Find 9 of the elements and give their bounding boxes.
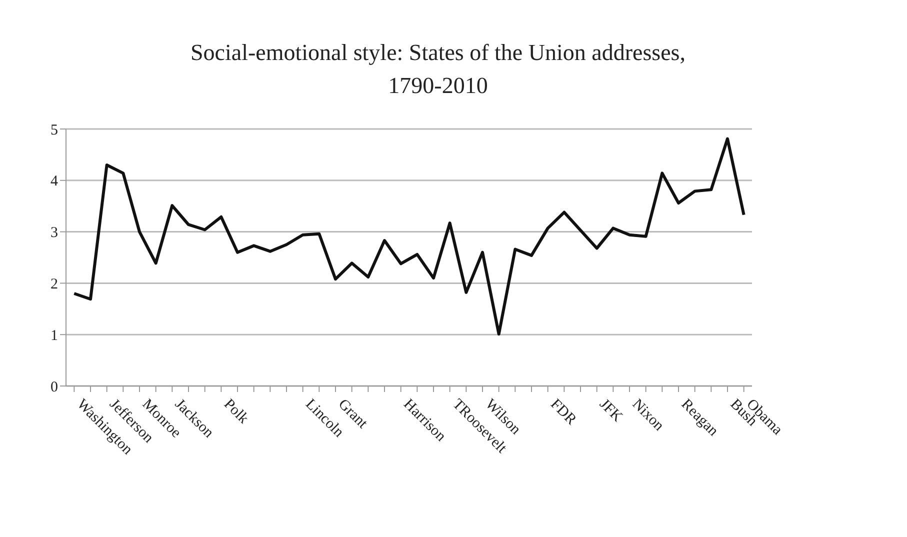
y-tick-label: 4: [50, 174, 58, 190]
x-tick-label: JFK: [596, 396, 626, 426]
y-tick-label: 0: [50, 379, 58, 396]
y-tick-label: 3: [50, 225, 58, 242]
chart-title: Social-emotional style: States of the Union addresses, 1790-2010: [189, 39, 687, 100]
y-tick-label: 2: [50, 276, 58, 293]
y-tick-label: 5: [50, 122, 58, 138]
y-tick-label: 1: [50, 328, 58, 344]
line-series: [72, 137, 746, 336]
